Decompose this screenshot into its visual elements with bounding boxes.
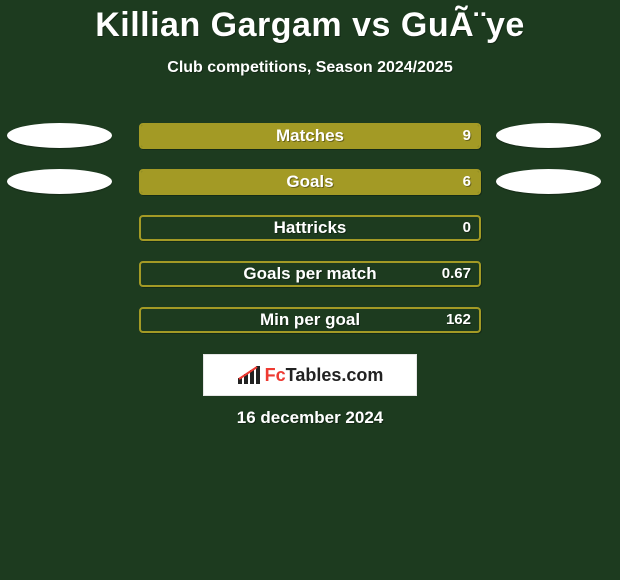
stat-value: 0.67 xyxy=(442,263,471,285)
right-ellipse xyxy=(496,169,601,194)
stat-bar: Min per goal162 xyxy=(139,307,481,333)
stat-value: 6 xyxy=(463,171,471,193)
logo-brand-suffix: .com xyxy=(341,365,383,385)
stats-chart: Matches9Goals6Hattricks0Goals per match0… xyxy=(0,123,620,353)
logo-brand-left: Fc xyxy=(265,365,286,385)
logo-box: FcTables.com xyxy=(203,354,417,396)
stat-label: Goals per match xyxy=(141,263,479,285)
stat-row: Goals6 xyxy=(0,169,620,215)
stat-label: Matches xyxy=(141,125,479,147)
stat-value: 9 xyxy=(463,125,471,147)
left-ellipse xyxy=(7,123,112,148)
stat-row: Min per goal162 xyxy=(0,307,620,353)
stat-bar: Matches9 xyxy=(139,123,481,149)
stat-row: Matches9 xyxy=(0,123,620,169)
stat-bar: Goals per match0.67 xyxy=(139,261,481,287)
stat-bar: Goals6 xyxy=(139,169,481,195)
stat-label: Hattricks xyxy=(141,217,479,239)
stat-label: Min per goal xyxy=(141,309,479,331)
right-ellipse xyxy=(496,123,601,148)
stat-value: 0 xyxy=(463,217,471,239)
date-text: 16 december 2024 xyxy=(0,408,620,428)
stat-label: Goals xyxy=(141,171,479,193)
page-subtitle: Club competitions, Season 2024/2025 xyxy=(0,59,620,77)
stat-bar: Hattricks0 xyxy=(139,215,481,241)
stat-row: Goals per match0.67 xyxy=(0,261,620,307)
logo-text: FcTables.com xyxy=(237,365,384,386)
page-title: Killian Gargam vs GuÃ¨ye xyxy=(0,0,620,45)
stat-value: 162 xyxy=(446,309,471,331)
bars-icon xyxy=(237,365,261,385)
left-ellipse xyxy=(7,169,112,194)
logo-brand-right: Tables xyxy=(286,365,342,385)
stat-row: Hattricks0 xyxy=(0,215,620,261)
